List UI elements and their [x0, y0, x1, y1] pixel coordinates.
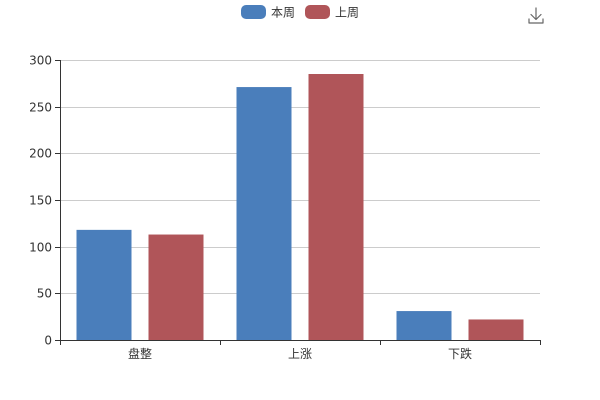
x-tick-label: 盘整	[128, 346, 152, 361]
bar-this-week[interactable]	[396, 311, 452, 340]
y-tick-label: 250	[29, 101, 52, 115]
axes: 0 50 100 150 200 250 300 盘整 上涨 下跌	[29, 54, 541, 361]
grid-lines	[60, 60, 540, 294]
y-tick-label: 300	[29, 54, 52, 68]
legend-item-this-week[interactable]: 本周	[241, 5, 295, 20]
x-tick-label: 下跌	[448, 346, 472, 361]
x-tick-label: 上涨	[288, 346, 312, 361]
download-icon[interactable]	[525, 5, 547, 27]
y-tick-label: 50	[37, 287, 52, 301]
bar-this-week[interactable]	[76, 229, 132, 340]
y-tick-label: 200	[29, 147, 52, 161]
y-tick-label: 100	[29, 241, 52, 255]
legend-swatch-last-week	[305, 5, 330, 19]
bar-last-week[interactable]	[308, 74, 364, 340]
legend-item-last-week[interactable]: 上周	[305, 5, 359, 20]
bar-last-week[interactable]	[148, 234, 204, 340]
legend-swatch-this-week	[241, 5, 266, 19]
y-tick-label: 0	[44, 334, 52, 348]
legend-label-last-week: 上周	[335, 6, 359, 20]
bars	[76, 74, 524, 340]
bar-this-week[interactable]	[236, 87, 292, 340]
bar-last-week[interactable]	[468, 319, 524, 340]
legend[interactable]: 本周 上周	[241, 5, 359, 20]
legend-label-this-week: 本周	[271, 6, 295, 20]
y-tick-label: 150	[29, 194, 52, 208]
